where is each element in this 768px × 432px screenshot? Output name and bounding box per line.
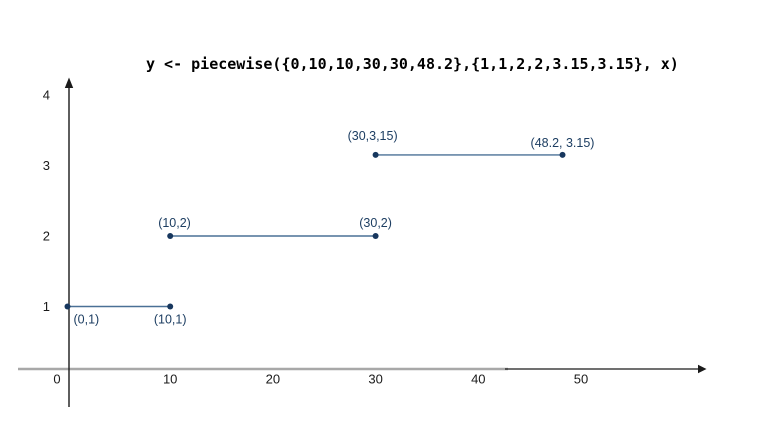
data-point-dot — [559, 151, 566, 158]
piecewise-segment: (10,2) (30,2) — [158, 216, 392, 239]
point-label: (10,1) — [154, 313, 187, 327]
data-point-dot — [372, 151, 379, 158]
data-point-dot — [372, 233, 379, 239]
point-label: (10,2) — [158, 216, 191, 230]
y-tick-label: 1 — [43, 299, 50, 314]
x-tick-label: 0 — [53, 372, 60, 387]
x-tick-label: 50 — [574, 372, 588, 387]
x-tick-label: 10 — [163, 372, 177, 387]
plot-title: y <- piecewise({0,10,10,30,30,48.2},{1,1… — [146, 55, 679, 73]
x-axis-arrowhead-icon — [698, 364, 707, 374]
data-point-dot — [64, 303, 71, 310]
point-label: (48.2, 3.15) — [531, 136, 595, 150]
data-point-dot — [167, 303, 174, 310]
piecewise-segment: (0,1) (10,1) — [64, 303, 187, 327]
point-label: (30,3,15) — [348, 129, 398, 143]
y-tick-label: 4 — [43, 88, 50, 103]
x-axis: 0 10 20 30 40 50 — [18, 364, 707, 387]
y-axis-arrowhead-icon — [64, 77, 74, 88]
x-tick-label: 30 — [368, 372, 382, 387]
y-tick-label: 2 — [43, 229, 50, 244]
point-label: (30,2) — [359, 216, 392, 230]
y-axis: 1 2 3 4 — [43, 77, 74, 407]
data-point-dot — [167, 233, 174, 239]
x-tick-label: 40 — [471, 372, 485, 387]
y-tick-label: 3 — [43, 158, 50, 173]
point-label: (0,1) — [74, 313, 100, 327]
piecewise-segment: (30,3,15) (48.2, 3.15) — [348, 129, 595, 158]
x-tick-label: 20 — [266, 372, 280, 387]
